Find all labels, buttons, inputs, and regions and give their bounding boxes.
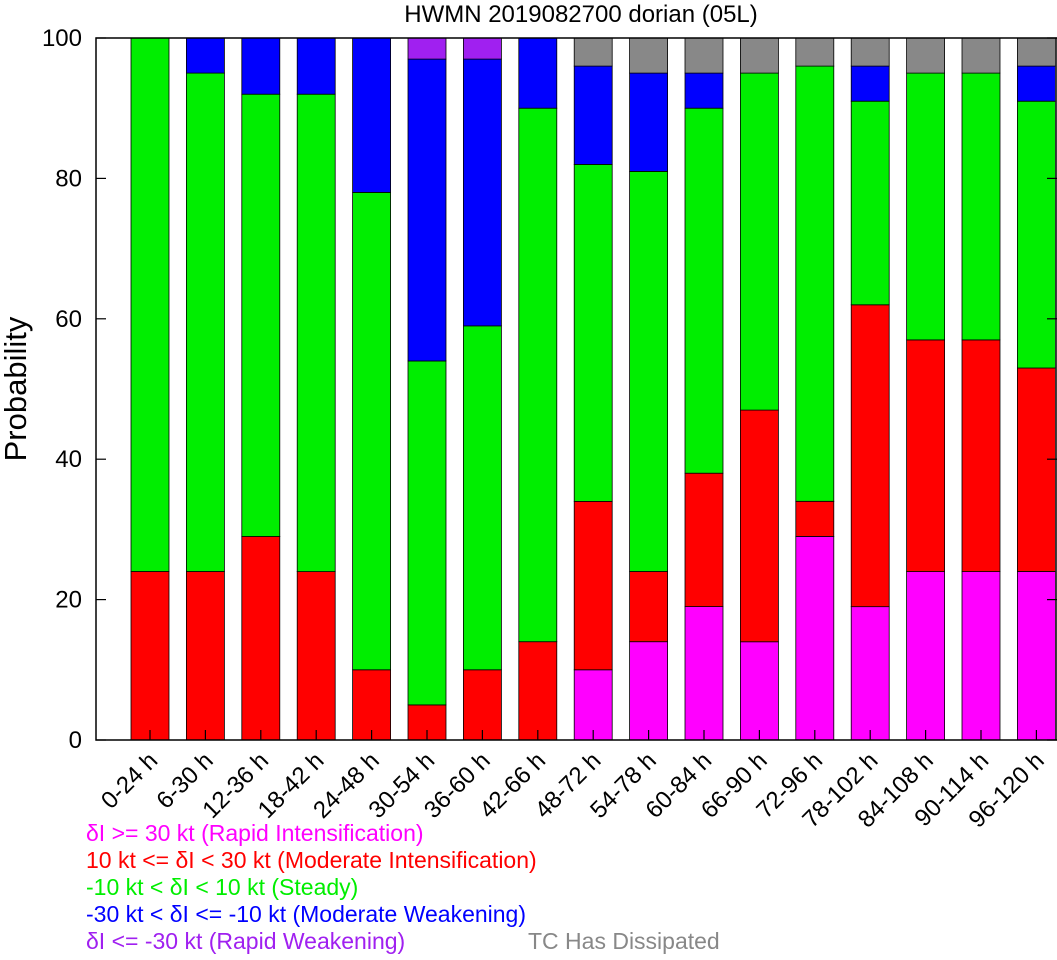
bar-segment-3-5: [407, 58, 447, 362]
bar-segment-4-5: [407, 37, 447, 60]
y-tick-label-1: 20: [55, 587, 82, 614]
bar-segment-2-0: [130, 37, 170, 572]
bar-segment-2-9: [629, 170, 668, 572]
bar-segment-3-8: [573, 65, 613, 165]
bar-segment-0-16: [1017, 571, 1056, 741]
bar-segment-0-14: [906, 571, 945, 741]
chart-title: HWMN 2019082700 dorian (05L): [404, 1, 758, 28]
legend-item-moderate-weakening: -30 kt < δI <= -10 kt (Moderate Weakenin…: [86, 901, 527, 927]
bar-segment-3-7: [518, 37, 558, 109]
y-tick-label-3: 60: [55, 306, 82, 333]
bar-segment-0-11: [740, 641, 779, 741]
bar-segment-2-7: [518, 107, 558, 643]
bar-segment-3-4: [352, 37, 392, 193]
bar-segment-4-6: [462, 37, 502, 60]
bar-segment-1-7: [518, 641, 558, 741]
bar-segment-2-14: [906, 72, 945, 341]
bar-segment-2-4: [352, 191, 392, 671]
bar-segment-5-8: [573, 37, 613, 67]
bar-segment-5-12: [795, 37, 835, 67]
bar-segment-2-10: [684, 107, 724, 474]
bar-segment-1-12: [795, 500, 835, 537]
bar-segment-2-15: [961, 72, 1001, 341]
legend-item-rapid-weakening: δI <= -30 kt (Rapid Weakening): [86, 928, 406, 954]
bar-segment-3-2: [241, 37, 281, 95]
y-ticks-group: 0 20 40 60 80 100: [42, 25, 1057, 754]
legend-item-dissipated: TC Has Dissipated: [528, 928, 720, 954]
bar-segment-5-10: [684, 37, 724, 74]
bar-segment-5-13: [850, 37, 890, 67]
bar-segment-2-12: [795, 65, 835, 502]
bar-segment-1-9: [629, 571, 668, 643]
bar-segment-5-9: [629, 37, 668, 74]
plot-frame: [95, 37, 1057, 741]
bar-segment-1-11: [740, 409, 779, 643]
bar-segment-2-11: [740, 72, 779, 411]
bar-segment-0-9: [629, 641, 668, 741]
y-tick-label-5: 100: [42, 25, 82, 52]
bars-group: [130, 37, 1056, 741]
x-ticks-group: 0-24 h6-30 h12-36 h18-42 h24-48 h30-54 h…: [96, 730, 1050, 833]
bar-segment-1-10: [684, 472, 724, 608]
bar-segment-0-15: [961, 571, 1001, 741]
bar-segment-1-4: [352, 669, 392, 741]
legend-item-steady: -10 kt < δI < 10 kt (Steady): [86, 874, 359, 900]
bar-segment-2-13: [850, 100, 890, 306]
bar-segment-3-6: [462, 58, 502, 327]
bar-segment-3-10: [684, 72, 724, 109]
bar-segment-0-10: [684, 606, 724, 741]
y-tick-label-0: 0: [69, 727, 82, 754]
bar-segment-0-12: [795, 536, 835, 741]
bar-segment-5-15: [961, 37, 1001, 74]
bar-segment-1-13: [850, 304, 890, 608]
legend-item-moderate-intensification: 10 kt <= δI < 30 kt (Moderate Intensific…: [86, 847, 537, 873]
bar-segment-1-0: [130, 571, 170, 741]
y-tick-label-4: 80: [55, 165, 82, 192]
bar-segment-3-3: [296, 37, 336, 95]
bar-segment-0-8: [573, 669, 613, 741]
bar-segment-1-2: [241, 536, 281, 741]
bar-segment-3-9: [629, 72, 668, 172]
bar-segment-2-2: [241, 93, 281, 537]
bar-segment-2-5: [407, 360, 447, 706]
bar-segment-1-6: [462, 669, 502, 741]
bar-segment-1-16: [1017, 367, 1056, 572]
bar-segment-1-14: [906, 339, 945, 572]
legend-item-rapid-intensification: δI >= 30 kt (Rapid Intensification): [86, 820, 424, 846]
bar-segment-5-16: [1017, 37, 1056, 67]
bar-segment-5-14: [906, 37, 945, 74]
bar-segment-2-6: [462, 325, 502, 671]
bar-segment-5-11: [740, 37, 779, 74]
bar-segment-3-1: [185, 37, 225, 74]
bar-segment-0-13: [850, 606, 890, 741]
y-axis-label: Probability: [0, 316, 33, 461]
bar-segment-1-1: [185, 571, 225, 741]
bar-segment-3-16: [1017, 65, 1056, 102]
bar-segment-2-16: [1017, 100, 1056, 369]
bar-segment-2-3: [296, 93, 336, 572]
bar-segment-2-1: [185, 72, 225, 572]
x-tick-label-0: 0-24 h: [96, 747, 163, 814]
bar-segment-1-3: [296, 571, 336, 741]
y-tick-label-2: 40: [55, 446, 82, 473]
bar-segment-2-8: [573, 163, 613, 502]
bar-segment-1-8: [573, 500, 613, 671]
bar-segment-1-15: [961, 339, 1001, 572]
bar-segment-3-13: [850, 65, 890, 102]
